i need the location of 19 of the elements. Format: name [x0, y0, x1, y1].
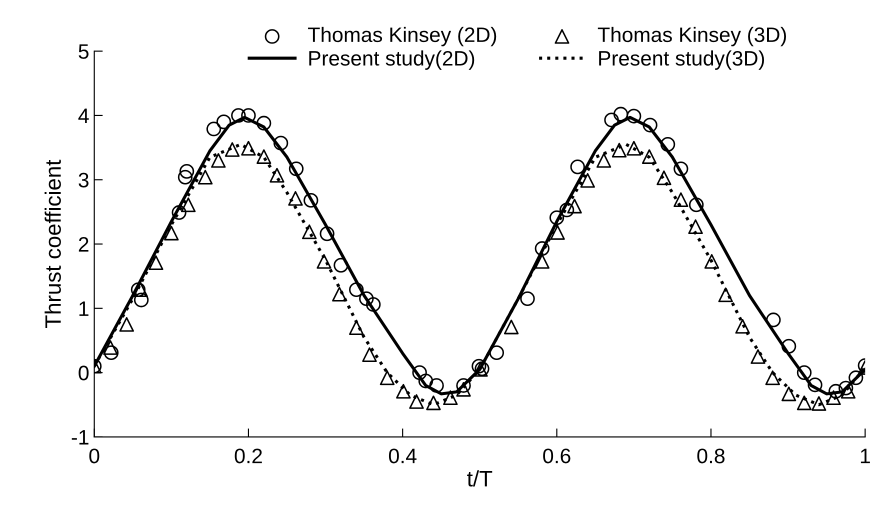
y-tick-label: 2: [78, 237, 88, 252]
y-axis-title: Thrust coefficient: [44, 160, 61, 328]
legend-label: Present study(3D): [599, 50, 764, 70]
y-tick-label: 4: [78, 108, 89, 123]
x-tick-label: 0.4: [388, 448, 416, 464]
legend-label: Thomas Kinsey (2D): [308, 26, 496, 46]
y-tick-label: 3: [78, 172, 89, 188]
x-axis-title: t/T: [467, 470, 492, 487]
y-tick-label: 0: [78, 366, 89, 380]
y-tick-label: 5: [78, 44, 89, 59]
legend-label: Present study(2D): [309, 50, 474, 70]
y-tick-label: -1: [72, 430, 88, 444]
legend-label: Thomas Kinsey (3D): [598, 26, 786, 46]
x-tick-label: 0.6: [543, 448, 570, 464]
x-tick-label: 1: [860, 448, 870, 464]
x-tick-label: 0: [89, 448, 100, 464]
x-tick-label: 0.2: [234, 448, 262, 464]
y-tick-label: 1: [79, 302, 88, 316]
x-tick-label: 0.8: [697, 448, 725, 464]
